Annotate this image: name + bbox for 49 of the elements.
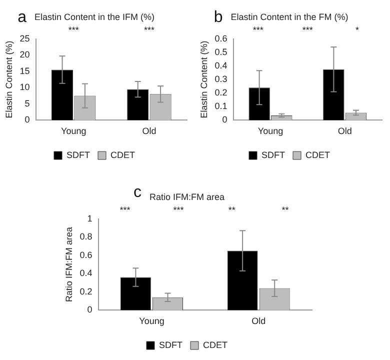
y-tick-label: 1 [87, 213, 92, 224]
x-tick-label: Young [258, 126, 284, 136]
x-tick-label: Young [139, 316, 164, 326]
y-tick-label: 25 [20, 33, 30, 44]
y-tick-label: 0.8 [80, 232, 92, 242]
y-tick-label: 0.4 [80, 268, 92, 278]
chart-subtitle: b [214, 8, 223, 26]
text: *** [302, 24, 314, 35]
y-tick-label: 15 [20, 66, 30, 76]
legend-label: SDFT [262, 150, 286, 160]
y-tick-label: 10 [20, 82, 30, 92]
legend-label: CDET [110, 150, 136, 160]
chart-subtitle: a [18, 8, 27, 26]
text: ** [228, 204, 236, 215]
legend-label: CDET [306, 150, 330, 160]
x-tick-label: Old [142, 126, 156, 136]
y-tick-label: 0 [24, 114, 30, 125]
legend-label: SDFT [159, 340, 183, 350]
y-tick-label: 0.4 [214, 60, 228, 70]
y-tick-label: 0 [87, 304, 92, 315]
x-tick-label: Young [61, 126, 86, 136]
text: * [355, 24, 360, 35]
y-axis-title: Elastin Content (%) [4, 40, 14, 118]
y-tick-label: 5 [24, 98, 30, 108]
text: *** [173, 204, 184, 215]
y-tick-label: 20 [20, 50, 30, 60]
y-tick-label: 0.2 [80, 286, 92, 296]
legend-label: SDFT [66, 150, 90, 160]
y-axis-title: Ratio IFM:FM area [64, 226, 74, 302]
y-tick-label: 0.6 [80, 250, 92, 260]
text: *** [252, 24, 264, 35]
text: ** [282, 204, 290, 215]
chart-title: Elastin Content in the IFM (%) [34, 12, 155, 22]
x-tick-label: Old [252, 316, 266, 326]
text: *** [120, 204, 131, 215]
y-tick-label: 0.2 [214, 88, 228, 98]
y-tick-label: 0.1 [214, 101, 228, 112]
text: *** [144, 24, 155, 35]
text: *** [68, 24, 80, 35]
chart-title: Ratio IFM:FM area [149, 192, 225, 202]
y-axis-title: Elastin Content (%) [198, 40, 209, 118]
y-tick-label: 0 [222, 114, 228, 125]
y-tick-label: 0.3 [214, 74, 228, 84]
x-tick-label: Old [338, 126, 352, 136]
legend-label: CDET [203, 340, 228, 350]
chart-title: Elastin Content in the FM (%) [230, 12, 348, 22]
y-tick-label: 0.6 [214, 33, 228, 44]
chart-subtitle: c [133, 184, 142, 201]
y-tick-label: 0.5 [214, 46, 228, 57]
